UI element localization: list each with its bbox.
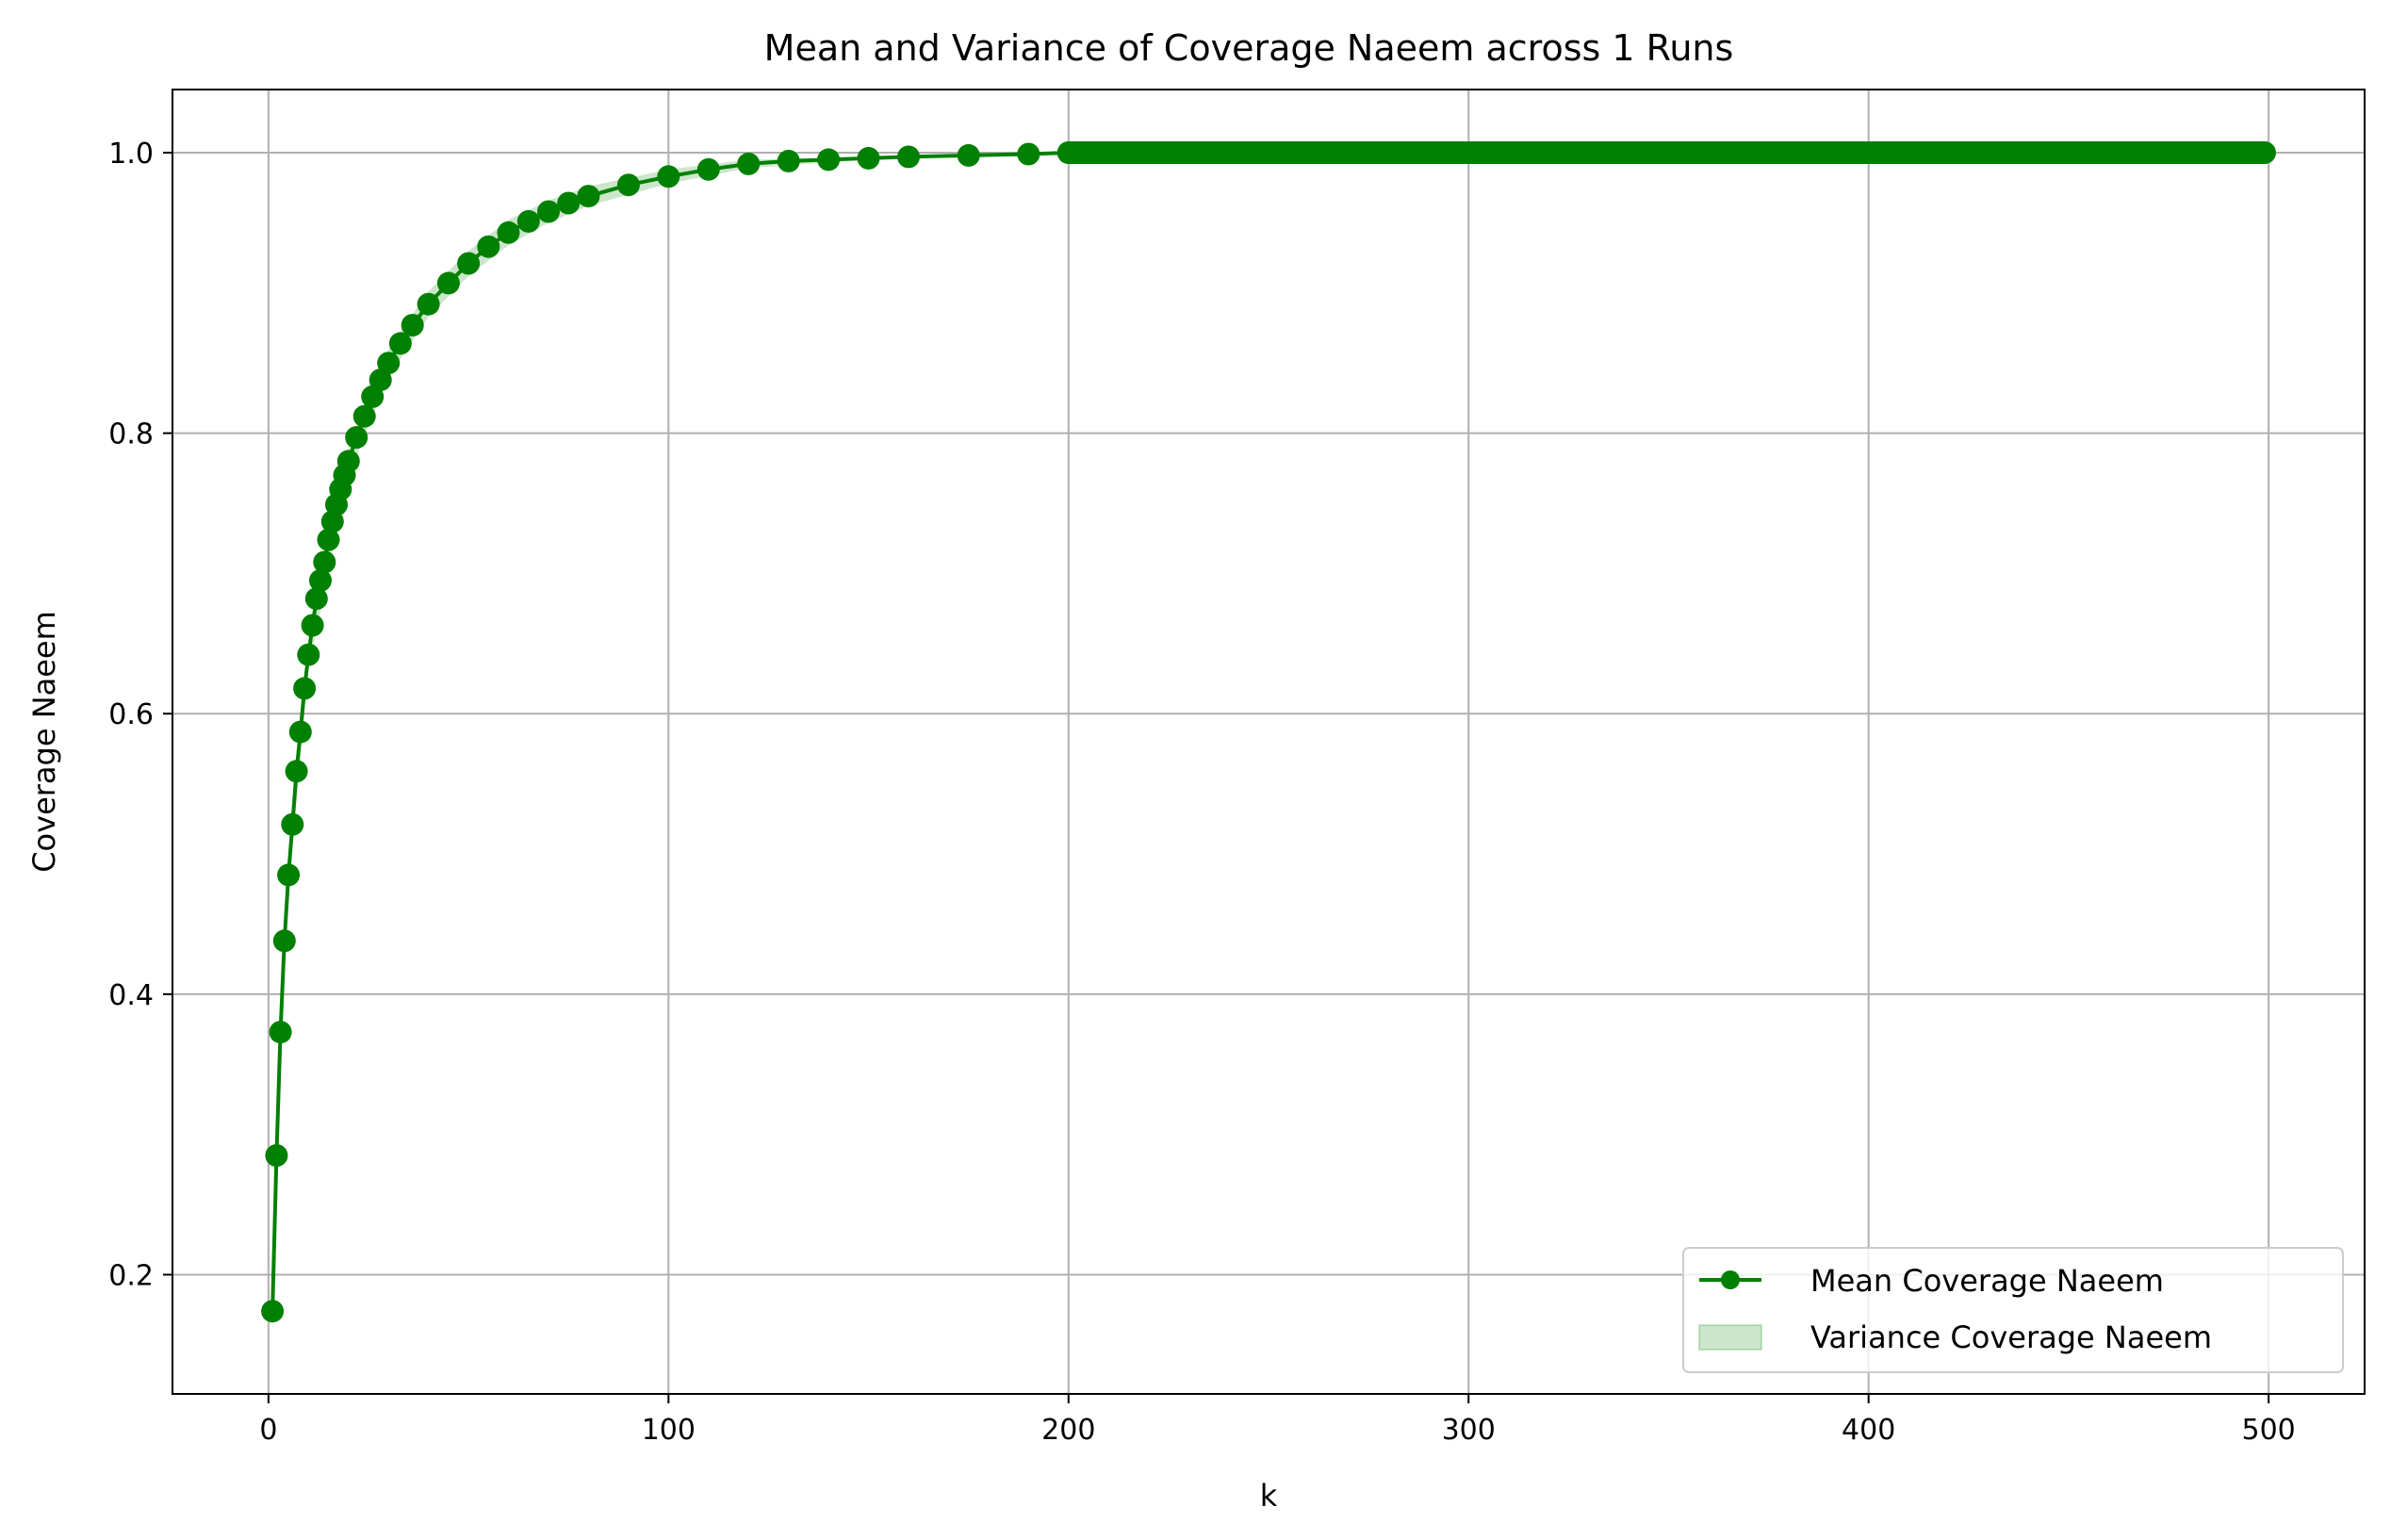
mean-point [361, 385, 385, 408]
y-tick-label: 0.6 [108, 698, 154, 731]
mean-point [417, 292, 440, 316]
mean-point [436, 271, 460, 295]
mean-point [285, 760, 308, 783]
x-tick-label: 200 [1041, 1414, 1095, 1447]
mean-point [345, 426, 368, 450]
mean-point [304, 587, 328, 611]
mean-point [269, 1021, 292, 1044]
mean-point [288, 720, 312, 744]
mean-point [577, 185, 600, 208]
mean-point [388, 332, 412, 355]
legend-marker-swatch [1721, 1270, 1740, 1289]
mean-point [1017, 142, 1040, 166]
mean-point [657, 165, 680, 188]
mean-point [272, 929, 296, 953]
y-tick-label: 1.0 [108, 138, 154, 171]
mean-point [957, 143, 980, 167]
mean-point [557, 191, 581, 215]
y-axis-ticks: 0.2 0.4 0.6 0.8 1.0 [108, 138, 172, 1293]
y-tick-label: 0.2 [108, 1260, 154, 1293]
mean-point [336, 450, 360, 473]
y-tick-label: 0.4 [108, 979, 154, 1012]
plot-area [172, 89, 2366, 1395]
mean-point [777, 149, 800, 172]
mean-point [368, 369, 392, 392]
x-axis-label: k [1260, 1478, 1278, 1514]
mean-point [265, 1144, 288, 1167]
mean-point [737, 152, 761, 175]
mean-point [401, 314, 424, 336]
mean-point [817, 148, 841, 172]
mean-point [281, 812, 304, 836]
legend-label-mean: Mean Coverage Naeem [1810, 1263, 2164, 1299]
mean-point [477, 235, 500, 258]
x-tick-label: 0 [259, 1414, 277, 1447]
x-tick-label: 500 [2241, 1414, 2295, 1447]
chart-title: Mean and Variance of Coverage Naeem acro… [764, 27, 1734, 69]
legend-box [1682, 1247, 2344, 1373]
x-tick-label: 400 [1842, 1414, 1895, 1447]
mean-point [261, 1300, 285, 1323]
mean-point [320, 510, 344, 533]
mean-marker-layer [261, 140, 2276, 1323]
legend-label-variance: Variance Coverage Naeem [1810, 1319, 2212, 1355]
legend-band-swatch [1698, 1324, 1762, 1351]
x-axis-ticks: 0 100 200 300 400 500 [259, 1394, 2296, 1447]
x-tick-label: 300 [1442, 1414, 1496, 1447]
mean-point [457, 252, 481, 275]
mean-point [497, 221, 520, 244]
mean-point [301, 614, 324, 637]
legend: Mean Coverage Naeem Variance Coverage Na… [1682, 1247, 2344, 1373]
x-tick-label: 100 [642, 1414, 696, 1447]
mean-point [377, 352, 401, 375]
mean-point [857, 146, 880, 170]
mean-point [277, 863, 301, 887]
mean-point [616, 173, 640, 197]
mean-point [897, 145, 920, 169]
mean-point [297, 643, 320, 666]
mean-point [293, 677, 317, 700]
mean-point [309, 568, 332, 592]
y-axis-label: Coverage Naeem [26, 611, 62, 873]
mean-point [516, 209, 540, 233]
mean-point [317, 528, 340, 551]
mean-point [313, 550, 336, 574]
mean-point [696, 157, 720, 181]
y-tick-label: 0.8 [108, 418, 154, 451]
mean-point [352, 404, 376, 428]
axes-frame [172, 89, 2366, 1395]
mean-point [537, 200, 560, 223]
